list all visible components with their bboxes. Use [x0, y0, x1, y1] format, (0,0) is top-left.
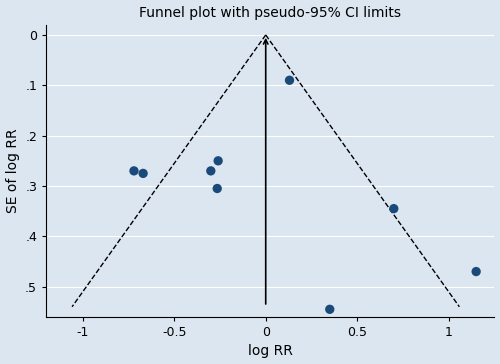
X-axis label: log RR: log RR [248, 344, 292, 359]
Y-axis label: SE of log RR: SE of log RR [6, 128, 20, 213]
Title: Funnel plot with pseudo-95% CI limits: Funnel plot with pseudo-95% CI limits [140, 5, 402, 20]
Point [472, 269, 480, 274]
Point [130, 168, 138, 174]
Point [214, 158, 222, 164]
Point [326, 306, 334, 312]
Point [390, 206, 398, 211]
Point [286, 78, 294, 83]
Point [213, 186, 221, 191]
Point [207, 168, 215, 174]
Point [139, 170, 147, 176]
